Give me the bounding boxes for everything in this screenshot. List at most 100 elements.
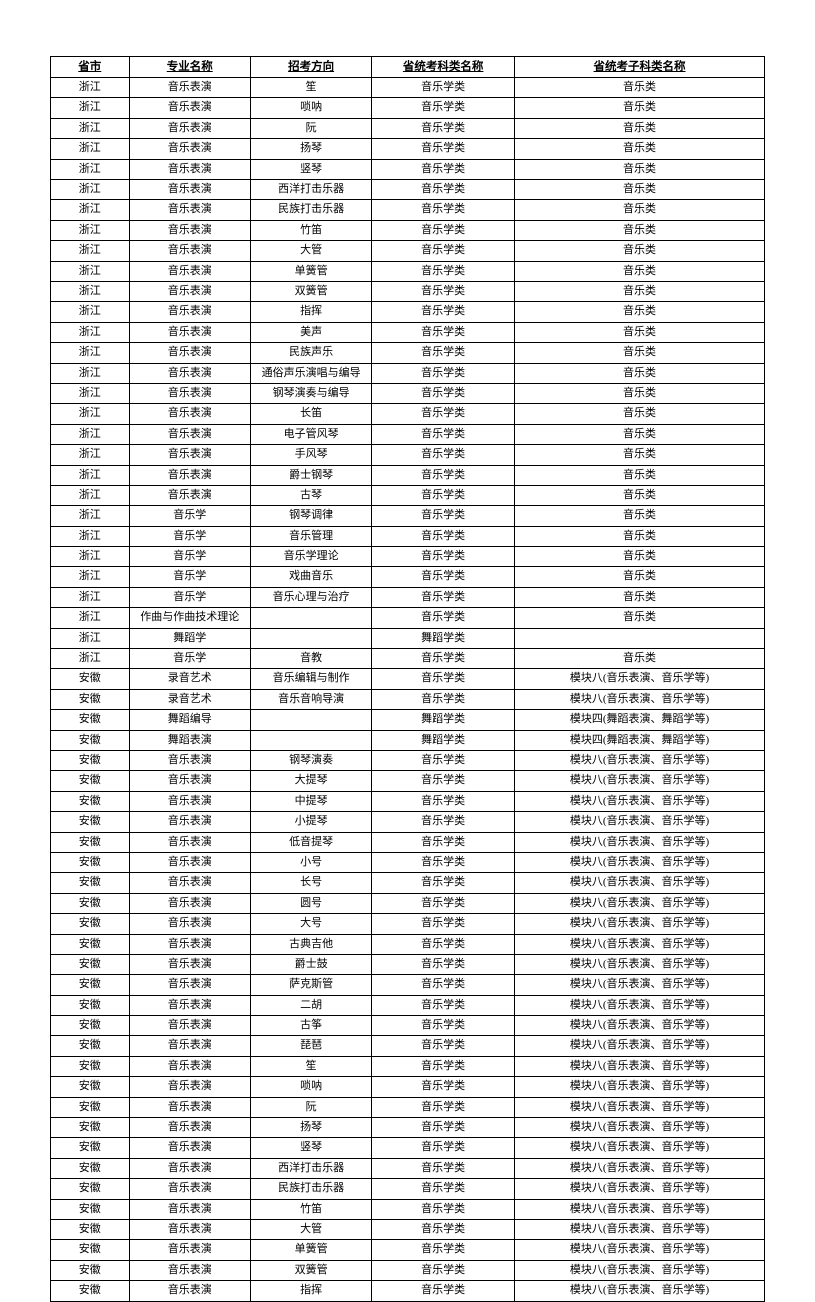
table-cell: 舞蹈编导 — [129, 710, 250, 730]
table-cell: 音乐类 — [515, 200, 765, 220]
table-row: 浙江音乐学音乐学理论音乐学类音乐类 — [51, 547, 765, 567]
column-header-2: 招考方向 — [250, 57, 371, 78]
table-cell: 模块八(音乐表演、音乐学等) — [515, 1118, 765, 1138]
table-cell: 小号 — [250, 852, 371, 872]
table-row: 安徽音乐表演圆号音乐学类模块八(音乐表演、音乐学等) — [51, 893, 765, 913]
table-cell: 浙江 — [51, 628, 130, 648]
table-cell: 音乐表演 — [129, 180, 250, 200]
table-cell: 安徽 — [51, 995, 130, 1015]
table-cell: 音乐学类 — [372, 322, 515, 342]
table-cell: 音乐类 — [515, 322, 765, 342]
table-cell: 浙江 — [51, 220, 130, 240]
table-cell: 音乐类 — [515, 587, 765, 607]
table-cell: 浙江 — [51, 180, 130, 200]
table-cell: 音教 — [250, 649, 371, 669]
table-row: 安徽音乐表演民族打击乐器音乐学类模块八(音乐表演、音乐学等) — [51, 1179, 765, 1199]
column-header-4: 省统考子科类名称 — [515, 57, 765, 78]
table-cell: 音乐学类 — [372, 914, 515, 934]
table-row: 浙江音乐学音教音乐学类音乐类 — [51, 649, 765, 669]
table-row: 浙江音乐表演长笛音乐学类音乐类 — [51, 404, 765, 424]
table-row: 安徽音乐表演钢琴演奏音乐学类模块八(音乐表演、音乐学等) — [51, 750, 765, 770]
table-cell: 双簧管 — [250, 1260, 371, 1280]
table-cell: 模块八(音乐表演、音乐学等) — [515, 791, 765, 811]
table-cell: 民族声乐 — [250, 343, 371, 363]
column-header-3: 省统考科类名称 — [372, 57, 515, 78]
table-cell: 音乐编辑与制作 — [250, 669, 371, 689]
table-cell: 舞蹈表演 — [129, 730, 250, 750]
table-cell: 安徽 — [51, 914, 130, 934]
table-cell: 安徽 — [51, 1016, 130, 1036]
table-cell: 安徽 — [51, 1219, 130, 1239]
table-cell: 浙江 — [51, 587, 130, 607]
table-row: 浙江作曲与作曲技术理论音乐学类音乐类 — [51, 608, 765, 628]
table-row: 浙江音乐表演扬琴音乐学类音乐类 — [51, 139, 765, 159]
table-cell: 浙江 — [51, 282, 130, 302]
table-cell: 安徽 — [51, 873, 130, 893]
table-cell: 安徽 — [51, 1158, 130, 1178]
table-row: 安徽音乐表演双簧管音乐学类模块八(音乐表演、音乐学等) — [51, 1260, 765, 1280]
table-cell: 音乐类 — [515, 139, 765, 159]
table-cell: 安徽 — [51, 1077, 130, 1097]
table-cell: 竹笛 — [250, 220, 371, 240]
table-cell: 音乐表演 — [129, 812, 250, 832]
table-cell: 低音提琴 — [250, 832, 371, 852]
table-cell: 音乐学类 — [372, 159, 515, 179]
table-cell: 浙江 — [51, 363, 130, 383]
table-cell: 浙江 — [51, 485, 130, 505]
table-cell: 模块八(音乐表演、音乐学等) — [515, 1158, 765, 1178]
table-cell: 音乐学类 — [372, 445, 515, 465]
table-cell: 音乐类 — [515, 404, 765, 424]
table-cell: 萨克斯管 — [250, 975, 371, 995]
table-cell: 音乐类 — [515, 302, 765, 322]
table-row: 浙江音乐表演西洋打击乐器音乐学类音乐类 — [51, 180, 765, 200]
table-row: 安徽音乐表演中提琴音乐学类模块八(音乐表演、音乐学等) — [51, 791, 765, 811]
table-cell: 音乐表演 — [129, 1260, 250, 1280]
table-row: 安徽舞蹈编导舞蹈学类模块四(舞蹈表演、舞蹈学等) — [51, 710, 765, 730]
table-cell: 浙江 — [51, 139, 130, 159]
table-cell: 模块八(音乐表演、音乐学等) — [515, 1260, 765, 1280]
table-cell: 音乐表演 — [129, 343, 250, 363]
table-cell: 模块四(舞蹈表演、舞蹈学等) — [515, 730, 765, 750]
table-cell: 大提琴 — [250, 771, 371, 791]
table-cell: 浙江 — [51, 506, 130, 526]
table-cell: 音乐表演 — [129, 1118, 250, 1138]
table-cell: 模块八(音乐表演、音乐学等) — [515, 1036, 765, 1056]
table-cell: 音乐表演 — [129, 485, 250, 505]
table-cell: 音乐学 — [129, 526, 250, 546]
table-cell: 音乐学类 — [372, 302, 515, 322]
table-cell: 爵士鼓 — [250, 954, 371, 974]
table-cell: 音乐学类 — [372, 1056, 515, 1076]
table-cell: 单簧管 — [250, 1240, 371, 1260]
table-row: 浙江音乐学戏曲音乐音乐学类音乐类 — [51, 567, 765, 587]
table-cell: 安徽 — [51, 669, 130, 689]
table-cell: 模块八(音乐表演、音乐学等) — [515, 852, 765, 872]
table-cell: 模块八(音乐表演、音乐学等) — [515, 832, 765, 852]
table-cell: 模块八(音乐表演、音乐学等) — [515, 1138, 765, 1158]
table-cell: 录音艺术 — [129, 669, 250, 689]
table-cell: 音乐学类 — [372, 506, 515, 526]
table-cell: 模块八(音乐表演、音乐学等) — [515, 1240, 765, 1260]
table-cell: 音乐学类 — [372, 526, 515, 546]
table-cell: 音乐表演 — [129, 383, 250, 403]
table-cell: 西洋打击乐器 — [250, 1158, 371, 1178]
table-cell: 音乐学类 — [372, 1199, 515, 1219]
table-row: 浙江音乐表演唢呐音乐学类音乐类 — [51, 98, 765, 118]
table-cell: 模块八(音乐表演、音乐学等) — [515, 750, 765, 770]
table-row: 安徽音乐表演扬琴音乐学类模块八(音乐表演、音乐学等) — [51, 1118, 765, 1138]
table-cell: 音乐学类 — [372, 363, 515, 383]
table-cell: 音乐表演 — [129, 159, 250, 179]
table-row: 安徽音乐表演萨克斯管音乐学类模块八(音乐表演、音乐学等) — [51, 975, 765, 995]
table-row: 浙江音乐表演手风琴音乐学类音乐类 — [51, 445, 765, 465]
table-row: 安徽音乐表演单簧管音乐学类模块八(音乐表演、音乐学等) — [51, 1240, 765, 1260]
table-cell: 扬琴 — [250, 139, 371, 159]
table-cell: 音乐类 — [515, 220, 765, 240]
table-header: 省市专业名称招考方向省统考科类名称省统考子科类名称 — [51, 57, 765, 78]
table-row: 安徽音乐表演小提琴音乐学类模块八(音乐表演、音乐学等) — [51, 812, 765, 832]
table-cell: 模块八(音乐表演、音乐学等) — [515, 1056, 765, 1076]
table-cell: 音乐学类 — [372, 1097, 515, 1117]
table-cell: 音乐类 — [515, 118, 765, 138]
table-cell: 音乐表演 — [129, 1077, 250, 1097]
table-cell: 浙江 — [51, 547, 130, 567]
table-row: 安徽音乐表演西洋打击乐器音乐学类模块八(音乐表演、音乐学等) — [51, 1158, 765, 1178]
table-row: 浙江音乐表演阮音乐学类音乐类 — [51, 118, 765, 138]
